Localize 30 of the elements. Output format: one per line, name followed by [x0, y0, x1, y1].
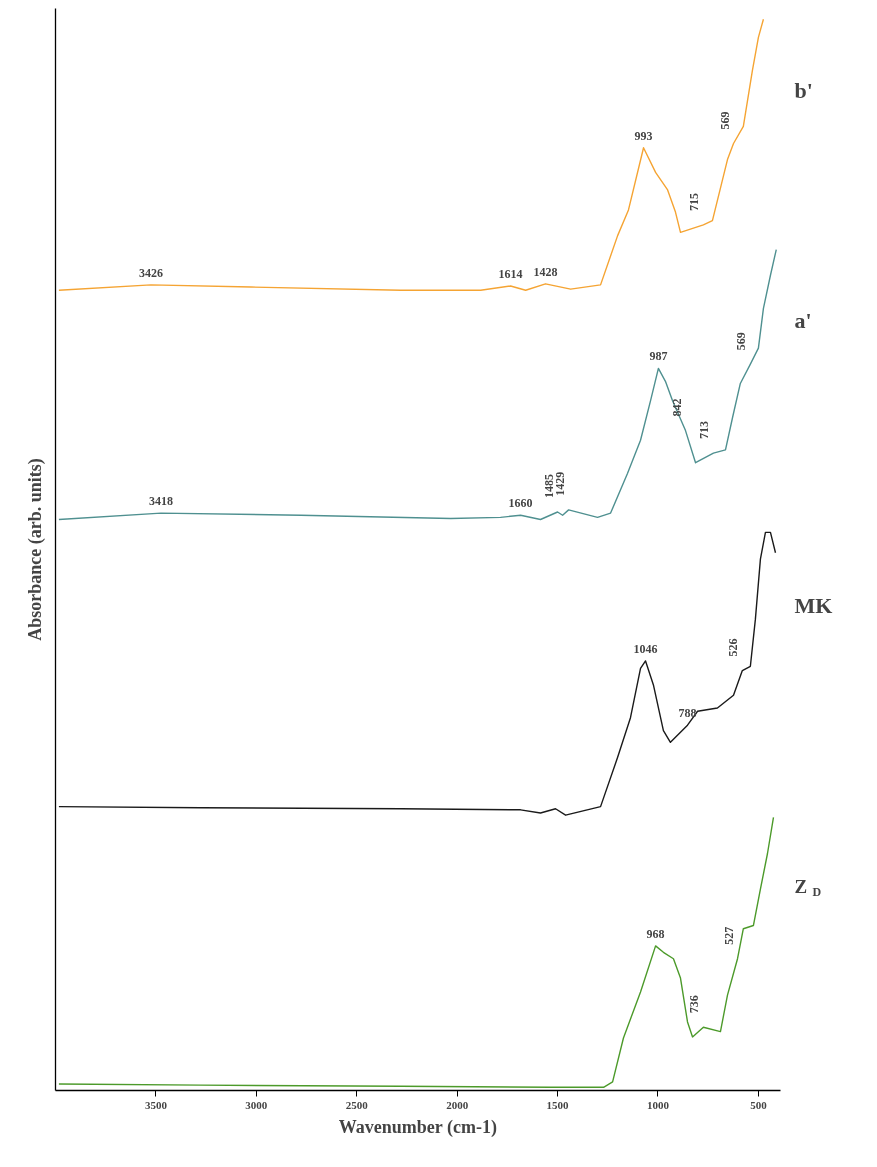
annotation: 713 — [697, 421, 712, 440]
annotation: 968 — [646, 926, 665, 941]
annotation: 842 — [669, 398, 684, 417]
annotation: 715 — [687, 192, 702, 211]
x-tick-label: 2500 — [345, 1098, 369, 1111]
y-axis-title: Absorbance (arb. units) — [24, 458, 46, 641]
x-tick-label: 3500 — [144, 1098, 168, 1111]
annotation: 1046 — [633, 641, 658, 656]
series-label: b' — [794, 77, 813, 103]
annotation: 569 — [717, 111, 732, 130]
annotation: 3418 — [148, 494, 173, 509]
annotation: 1428 — [533, 264, 558, 279]
x-tick-label: 3000 — [245, 1098, 268, 1111]
annotation: 569 — [734, 332, 749, 351]
series-label: MK — [794, 592, 833, 618]
annotation: 1660 — [508, 496, 533, 511]
annotation: 993 — [634, 128, 653, 143]
x-tick-label: 1500 — [546, 1098, 570, 1111]
annotation: 3426 — [138, 265, 163, 280]
x-tick-label: 500 — [750, 1098, 768, 1111]
annotation: 987 — [649, 349, 668, 364]
x-tick-label: 1000 — [646, 1098, 670, 1111]
annotation: 526 — [726, 638, 741, 657]
series-label: a' — [794, 307, 812, 333]
x-axis-title: Wavenumber (cm-1) — [338, 1116, 497, 1138]
annotation: 1614 — [498, 266, 523, 281]
annotation: 527 — [721, 926, 736, 945]
x-tick-label: 2000 — [446, 1098, 469, 1111]
annotation: 788 — [678, 706, 697, 721]
annotation: 736 — [687, 995, 702, 1014]
